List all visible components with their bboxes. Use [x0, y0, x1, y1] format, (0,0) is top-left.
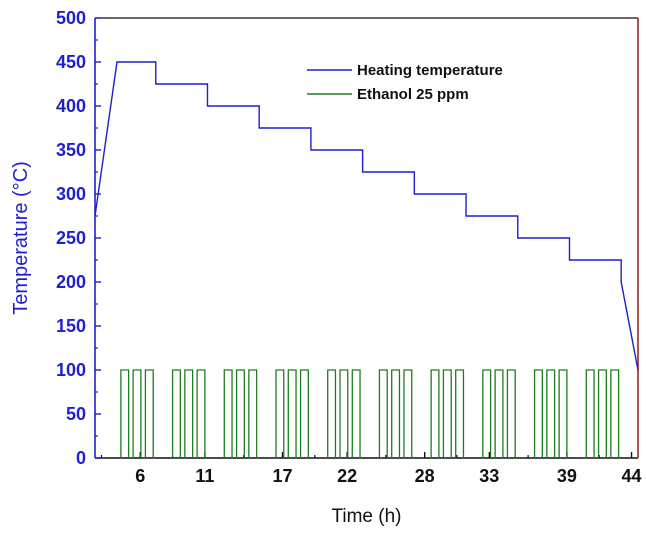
- y-tick-label: 400: [56, 96, 86, 116]
- y-axis-label: Temperature (°C): [10, 161, 32, 315]
- y-tick-label: 350: [56, 140, 86, 160]
- y-tick-label: 250: [56, 228, 86, 248]
- x-tick-label: 22: [337, 466, 357, 486]
- x-tick-label: 39: [557, 466, 577, 486]
- y-tick-label: 0: [76, 448, 86, 468]
- legend: Heating temperature Ethanol 25 ppm: [307, 62, 503, 103]
- x-tick-label: 11: [195, 466, 214, 486]
- x-tick-label: 33: [479, 466, 499, 486]
- y-tick-label: 450: [56, 52, 86, 72]
- y-tick-label: 300: [56, 184, 86, 204]
- series-ethanol-25ppm: [120, 369, 620, 458]
- legend-label-ethanol: Ethanol 25 ppm: [357, 86, 469, 103]
- y-tick-label: 200: [56, 272, 86, 292]
- x-tick-label: 44: [622, 466, 642, 486]
- y-tick-label: 150: [56, 316, 86, 336]
- y-tick-label: 50: [66, 404, 86, 424]
- x-tick-label: 28: [415, 466, 435, 486]
- y-tick-label: 500: [56, 8, 86, 28]
- x-axis-label: Time (h): [331, 506, 401, 527]
- y-tick-label: 100: [56, 360, 86, 380]
- x-tick-label: 6: [135, 466, 145, 486]
- series-heating-temperature: [94, 61, 639, 371]
- series-layer: [94, 61, 639, 458]
- legend-label-heating: Heating temperature: [357, 62, 503, 79]
- x-axis-ticks: 6 11 17 22 28 33 39 44: [100, 452, 642, 486]
- y-axis-ticks: 0 50 100 150 200 250 300 350 400 450 500: [56, 8, 101, 468]
- x-tick-label: 17: [272, 466, 292, 486]
